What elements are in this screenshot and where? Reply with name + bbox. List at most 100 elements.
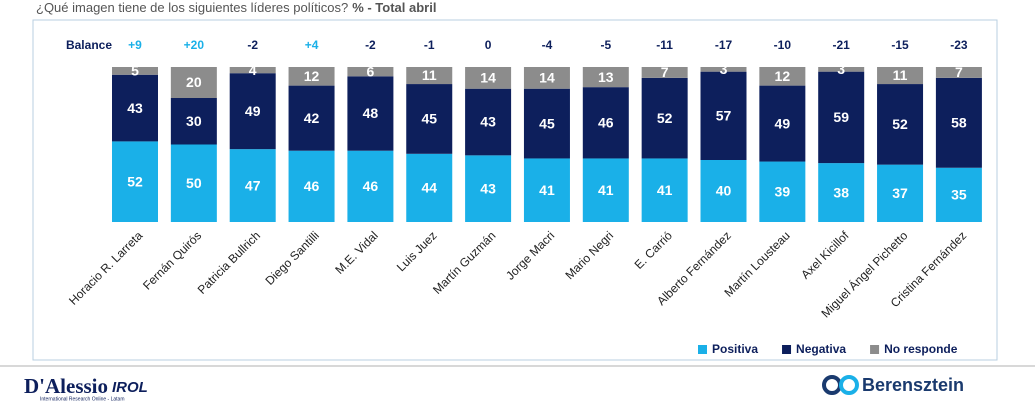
bar-segment — [112, 141, 158, 222]
bar-segment — [170, 67, 217, 98]
bar-segment — [229, 73, 276, 150]
balance-value: -15 — [891, 38, 909, 52]
data-label: 3 — [720, 61, 728, 77]
balance-value: -5 — [600, 38, 611, 52]
bar-segment — [288, 85, 335, 151]
balance-value: +9 — [128, 38, 142, 52]
x-tick-label: Horacio R. Larreta — [66, 228, 145, 307]
data-label: 48 — [363, 105, 379, 121]
data-label: 45 — [539, 115, 555, 131]
legend-label: Negativa — [796, 342, 846, 356]
bar-segment — [935, 77, 982, 168]
data-label: 43 — [127, 100, 143, 116]
bar-segment — [818, 67, 865, 72]
data-label: 44 — [421, 180, 437, 196]
balance-value: +20 — [184, 38, 205, 52]
bar-segment — [641, 158, 688, 222]
bar-segment — [229, 67, 276, 74]
data-label: 58 — [951, 115, 967, 131]
x-tick-label: M.E. Vidal — [332, 228, 380, 276]
data-label: 13 — [598, 69, 614, 85]
data-label: 59 — [833, 109, 849, 125]
bar-segment — [523, 67, 570, 89]
x-tick-label: Jorge Macri — [503, 228, 557, 282]
data-label: 57 — [716, 108, 732, 124]
bar-segment — [347, 67, 394, 77]
data-label: 43 — [480, 114, 496, 130]
x-tick-label: Diego Santilli — [262, 228, 321, 287]
bar-segment — [641, 67, 688, 78]
bar-segment — [406, 153, 453, 222]
balance-value: -17 — [715, 38, 733, 52]
bar-segment — [759, 161, 806, 222]
bar-segment — [406, 84, 453, 154]
bar-segment — [170, 98, 217, 145]
legend-swatch — [698, 345, 707, 354]
legend-swatch — [782, 345, 792, 354]
data-label: 4 — [249, 62, 257, 78]
bar-segment — [229, 149, 276, 222]
bar-segment — [877, 84, 924, 165]
data-label: 49 — [775, 115, 791, 131]
bar-segment — [818, 71, 865, 164]
footer-tagline: International Research Online - Latam — [40, 396, 125, 402]
data-label: 20 — [186, 74, 202, 90]
x-tick-label: E. Carrió — [632, 228, 676, 272]
logo-name: D'Alessio — [24, 374, 108, 398]
data-label: 46 — [598, 115, 614, 131]
x-tick-label: Luis Juez — [394, 228, 440, 274]
data-label: 12 — [775, 68, 791, 84]
balance-value: +4 — [305, 38, 319, 52]
data-label: 41 — [657, 182, 673, 198]
bar-segment — [582, 87, 629, 159]
data-label: 3 — [837, 61, 845, 77]
balance-value: -21 — [833, 38, 851, 52]
subtitle-text: % - Total abril — [352, 0, 436, 15]
bar-segment — [935, 67, 982, 78]
balance-value: -23 — [950, 38, 968, 52]
bar-segment — [877, 67, 924, 85]
data-label: 41 — [598, 182, 614, 198]
bar-segment — [935, 167, 982, 222]
balance-value: -10 — [774, 38, 792, 52]
footer-logo-right: Berensztein — [862, 375, 964, 395]
chart-title: ¿Qué imagen tiene de los siguientes líde… — [36, 0, 436, 15]
bar-segment — [112, 74, 158, 142]
data-label: 14 — [539, 70, 555, 86]
bar-segment — [465, 67, 512, 89]
x-tick-label: Patricia Bullrich — [195, 228, 263, 296]
bar-segment — [288, 150, 335, 222]
balance-value: -11 — [656, 38, 673, 52]
bar-segment — [170, 144, 217, 222]
bar-segment — [465, 88, 512, 156]
balance-value: -1 — [424, 38, 435, 52]
data-label: 14 — [480, 70, 496, 86]
balance-value: 0 — [485, 38, 492, 52]
bar-segment — [700, 67, 747, 72]
bar-segment — [759, 85, 806, 162]
data-label: 12 — [304, 68, 320, 84]
balance-value: -4 — [542, 38, 553, 52]
bar-segment — [465, 155, 512, 222]
data-label: 46 — [304, 178, 320, 194]
balance-value: -2 — [247, 38, 258, 52]
footer-logo-left: D'Alessio IROL — [24, 374, 148, 398]
data-label: 46 — [363, 178, 379, 194]
bar-segment — [582, 67, 629, 88]
data-label: 45 — [421, 111, 437, 127]
data-label: 49 — [245, 103, 261, 119]
data-label: 11 — [422, 67, 437, 83]
data-label: 7 — [661, 64, 669, 80]
bar-segment — [877, 164, 924, 222]
bar-segment — [112, 67, 158, 75]
bar-segment — [700, 71, 747, 160]
bar-segment — [347, 76, 394, 151]
data-label: 5 — [131, 63, 139, 79]
data-label: 7 — [955, 64, 963, 80]
x-tick-label: Mario Negri — [562, 228, 616, 282]
bar-segment — [700, 160, 747, 222]
data-label: 6 — [367, 63, 375, 79]
data-label: 52 — [127, 173, 143, 189]
title-text: ¿Qué imagen tiene de los siguientes líde… — [36, 0, 348, 15]
data-label: 43 — [480, 180, 496, 196]
